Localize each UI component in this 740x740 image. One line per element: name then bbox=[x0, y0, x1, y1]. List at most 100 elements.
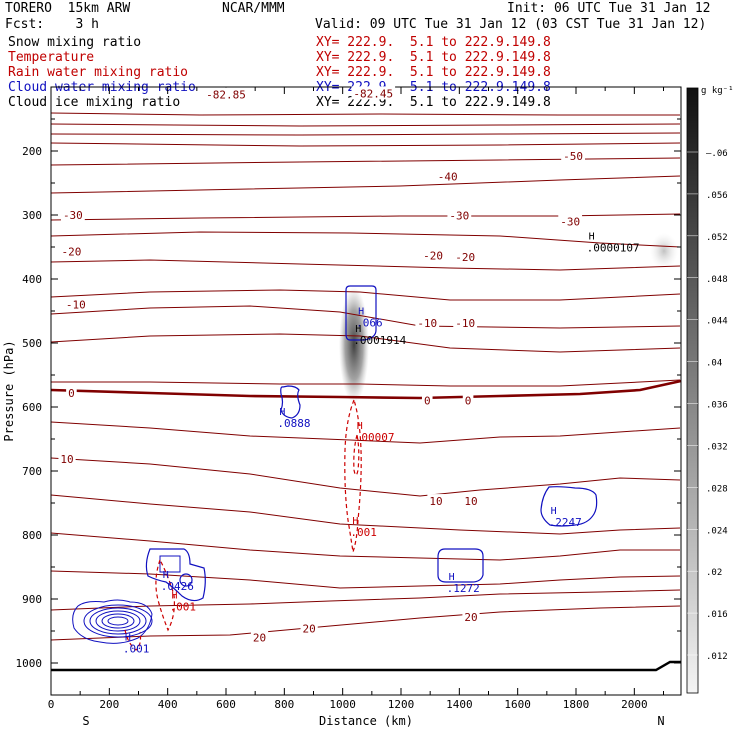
label-backing bbox=[204, 87, 248, 101]
org-label: NCAR/MMM bbox=[222, 1, 285, 16]
colorbar-tick-label: .016 bbox=[706, 610, 728, 620]
north-label: N bbox=[657, 714, 664, 728]
temperature-isotherm bbox=[51, 379, 681, 387]
temperature-label: -10 bbox=[455, 317, 475, 330]
cloud-water-max-marker: H bbox=[551, 506, 557, 517]
cloud-water-contour bbox=[540, 486, 598, 527]
temperature-label: 10 bbox=[60, 453, 73, 466]
temperature-isotherm bbox=[50, 605, 681, 641]
temperature-isotherm bbox=[50, 213, 681, 221]
colorbar-scale bbox=[686, 87, 699, 694]
cloud-water-max-marker: H bbox=[163, 570, 169, 581]
cloud-water-contour bbox=[145, 548, 206, 602]
temperature-isotherm bbox=[50, 289, 681, 301]
label-backing bbox=[561, 149, 585, 163]
cloud-water-contour bbox=[179, 573, 193, 587]
temperature-label: -50 bbox=[563, 150, 583, 163]
x-tick-label: 1400 bbox=[446, 698, 473, 711]
label-backing bbox=[421, 248, 445, 262]
cloud-water-max-value: .0888 bbox=[277, 417, 310, 430]
label-backing bbox=[63, 297, 88, 311]
colorbar-tick-label: .028 bbox=[706, 484, 728, 494]
x-tick-label: 200 bbox=[99, 698, 119, 711]
model-label: TORERO 15km ARW bbox=[5, 1, 131, 16]
cloud-water-contour bbox=[107, 616, 129, 626]
temperature-label: 10 bbox=[464, 495, 477, 508]
temperature-label: 0 bbox=[68, 387, 75, 400]
label-backing bbox=[453, 316, 478, 330]
label-backing bbox=[415, 316, 440, 330]
valid-label: Valid: 09 UTC Tue 31 Jan 12 (03 CST Tue … bbox=[315, 17, 707, 32]
label-backing bbox=[300, 621, 318, 635]
cloud-ice-max-value: .0001914 bbox=[353, 334, 406, 347]
y-tick-label: 500 bbox=[22, 337, 42, 350]
cloud-water-max-marker: H bbox=[125, 633, 131, 644]
temperature-isotherm bbox=[50, 532, 680, 561]
y-tick-label: 800 bbox=[22, 529, 42, 542]
plot-border bbox=[50, 86, 682, 696]
label-backing bbox=[453, 250, 478, 264]
x-tick-label: 1000 bbox=[329, 698, 356, 711]
temperature-isotherm bbox=[50, 259, 681, 271]
temperature-label: -30 bbox=[560, 215, 580, 228]
snow-max-marker: H bbox=[589, 231, 595, 242]
x-tick-label: 1800 bbox=[563, 698, 590, 711]
moisture-contours bbox=[51, 285, 681, 672]
label-backing bbox=[462, 393, 474, 407]
x-tick-label: 1200 bbox=[388, 698, 415, 711]
rain-water-contour bbox=[344, 398, 362, 553]
init-label: Init: 06 UTC Tue 31 Jan 12 bbox=[507, 1, 711, 16]
legend-temperature-xy: XY= 222.9. 5.1 to 222.9.149.8 bbox=[316, 50, 551, 65]
label-backing bbox=[250, 630, 269, 644]
x-axis-label: Distance (km) bbox=[319, 714, 413, 728]
label-backing bbox=[66, 385, 77, 399]
cloud-water-contour bbox=[280, 385, 301, 419]
freezing-isotherm bbox=[50, 379, 682, 400]
y-tick-label: 300 bbox=[22, 209, 42, 222]
temperature-label: -20 bbox=[423, 249, 443, 262]
colorbar-unit: g kg⁻¹ bbox=[701, 86, 734, 96]
colorbar-tick-label: .036 bbox=[706, 401, 728, 411]
colorbar-tick-label: .048 bbox=[706, 275, 728, 285]
cloud-water-max-value: .066 bbox=[356, 316, 383, 329]
legend-rain-xy: XY= 222.9. 5.1 to 222.9.149.8 bbox=[316, 65, 551, 80]
cloud-water-max-value: .001 bbox=[123, 643, 150, 656]
colorbar-tick-label: .024 bbox=[706, 526, 728, 536]
label-backing bbox=[427, 494, 445, 508]
legend-rain-label: Rain water mixing ratio bbox=[8, 65, 189, 80]
temperature-isotherm bbox=[50, 305, 681, 329]
x-tick-label: 800 bbox=[274, 698, 294, 711]
temperature-label: 0 bbox=[424, 395, 431, 408]
colorbar-tick-label: –.06 bbox=[706, 149, 728, 159]
legend-temperature-label: Temperature bbox=[8, 50, 95, 65]
temperature-label: 20 bbox=[303, 622, 316, 635]
label-backing bbox=[558, 214, 583, 228]
label-backing bbox=[60, 208, 85, 221]
label-backing bbox=[462, 494, 480, 508]
cloud-water-contour bbox=[95, 610, 141, 632]
rain-water-max-marker: H bbox=[172, 590, 178, 601]
fcst-label: Fcst: 3 h bbox=[5, 17, 99, 32]
rain-water-max-marker: H bbox=[357, 421, 363, 432]
temperature-isotherm bbox=[50, 570, 681, 589]
temperature-label: 0 bbox=[465, 395, 472, 408]
cloud-water-contour bbox=[72, 599, 153, 644]
temperature-label: -20 bbox=[61, 245, 81, 258]
colorbar-tick-label: .02 bbox=[706, 568, 722, 578]
legend-snow-label: Snow mixing ratio bbox=[8, 35, 142, 50]
cloud-water-max-value: .1272 bbox=[447, 582, 480, 595]
rain-water-max-value: .001 bbox=[350, 526, 377, 539]
temperature-isotherm bbox=[50, 175, 681, 194]
temperature-label: -30 bbox=[63, 209, 83, 222]
snow-max-value: .0000107 bbox=[587, 241, 640, 254]
temperature-isotherm bbox=[50, 231, 681, 248]
colorbar-tick-label: .056 bbox=[706, 191, 728, 201]
y-tick-label: 900 bbox=[22, 593, 42, 606]
y-tick-label: 600 bbox=[22, 401, 42, 414]
terrain-line bbox=[51, 660, 681, 672]
south-label: S bbox=[82, 714, 89, 728]
x-tick-label: 2000 bbox=[621, 698, 648, 711]
x-tick-label: 0 bbox=[48, 698, 55, 711]
contour-labels: -82.85 -82.45 -50 -40 -30 -30 -30 -20 -20 -20 -10 -… bbox=[58, 86, 640, 656]
